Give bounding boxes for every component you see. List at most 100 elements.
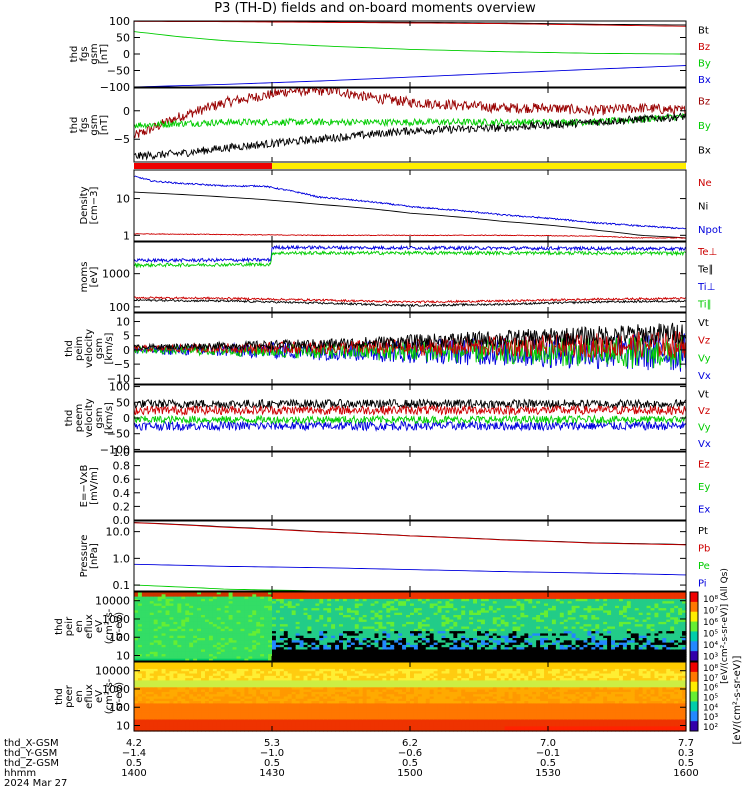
spectrogram-cell (346, 649, 352, 653)
spectrogram-cell (583, 651, 589, 655)
spectrogram-cell (346, 619, 352, 623)
spectrogram-cell (484, 638, 490, 641)
spectrogram-cell (295, 598, 301, 602)
spectrogram-cell (488, 647, 494, 651)
spectrogram-cell (366, 647, 372, 651)
spectrogram-cell (307, 592, 313, 595)
series-Vy-line (133, 414, 687, 425)
spectrogram-cell (417, 617, 423, 621)
spectrogram-cell (268, 631, 273, 634)
spectrogram-cell (189, 717, 194, 721)
spectrogram-cell (272, 601, 277, 605)
spectrogram-cell (307, 621, 313, 625)
spectrogram-cell (417, 647, 423, 651)
spectrogram-cell (283, 596, 289, 600)
spectrogram-cell (137, 728, 143, 732)
spectrogram-cell (185, 691, 190, 695)
spectrogram-cell (496, 605, 502, 609)
spectrogram-cell (453, 610, 458, 614)
spectrogram-cell (137, 658, 143, 662)
spectrogram-cell (177, 682, 182, 686)
spectrogram-cell (141, 621, 147, 625)
spectrogram-cell (149, 719, 155, 723)
spectrogram-cell (244, 631, 249, 634)
spectrogram-cell (157, 714, 163, 718)
spectrogram-cell (615, 619, 620, 623)
spectrogram-cell (492, 619, 498, 623)
spectrogram-cell (204, 647, 210, 651)
spectrogram-cell (283, 608, 289, 611)
spectrogram-cell (642, 619, 648, 623)
spectrogram-cell (189, 694, 194, 698)
spectrogram-cell (169, 689, 175, 693)
spectrogram-cell (240, 638, 245, 641)
spectrogram-cell (342, 647, 348, 651)
spectrogram-cell (650, 658, 656, 662)
spectrogram-cell (654, 594, 659, 598)
spectrogram-cell (279, 642, 285, 646)
spectrogram-cell (228, 601, 234, 605)
spectrogram-cell (528, 656, 533, 660)
spectrogram-cell (185, 728, 190, 732)
spectrogram-cell (327, 638, 332, 641)
spectrogram-cell (331, 649, 336, 653)
spectrogram-cell (260, 603, 265, 607)
spectrogram-cell (461, 601, 466, 605)
spectrogram-cell (323, 617, 328, 621)
spectrogram-cell (177, 642, 182, 646)
spectrogram-cell (658, 654, 663, 657)
y-axis-label: thd (64, 410, 75, 427)
spectrogram-cell (161, 696, 167, 700)
spectrogram-cell (358, 615, 364, 618)
spectrogram-cell (346, 601, 352, 605)
spectrogram-cell (362, 598, 368, 602)
spectrogram-cell (678, 656, 683, 660)
spectrogram-cell (611, 640, 616, 644)
spectrogram-cell (177, 598, 182, 602)
spectrogram-cell (161, 668, 167, 672)
spectrogram-cell (181, 658, 186, 662)
spectrogram-cell (425, 621, 431, 625)
spectrogram-cell (220, 654, 226, 657)
spectrogram-cell (157, 592, 163, 595)
spectrogram-cell (275, 617, 281, 621)
spectrogram-cell (413, 605, 419, 609)
spectrogram-cell (279, 649, 285, 653)
spectrogram-cell (595, 658, 600, 662)
spectrogram-cell (555, 601, 561, 605)
spectrogram-cell (563, 628, 569, 632)
spectrogram-cell (189, 701, 194, 704)
spectrogram-cell (615, 644, 620, 648)
spectrogram-cell (173, 685, 178, 688)
spectrogram-cell (622, 617, 628, 621)
spectrogram-cell (201, 654, 206, 657)
spectrogram-cell (504, 603, 510, 607)
spectrogram-cell (331, 598, 336, 602)
spectrogram-cell (193, 668, 198, 672)
spectrogram-cell (524, 617, 529, 621)
spectrogram-cell (141, 689, 147, 693)
spectrogram-cell (666, 601, 671, 605)
spectrogram-cell (630, 654, 636, 657)
spectrogram-cell (678, 592, 683, 595)
spectrogram-cell (287, 631, 293, 634)
y-tick-label: 50 (116, 32, 130, 45)
spectrogram-cell (291, 656, 297, 660)
spectrogram-cell (366, 601, 372, 605)
spectrogram-cell (208, 642, 214, 646)
spectrogram-cell (386, 644, 391, 648)
spectrogram-cell (193, 603, 198, 607)
spectrogram-cell (291, 605, 297, 609)
spectrogram-cell (327, 654, 332, 657)
spectrogram-cell (599, 658, 604, 662)
spectrogram-cell (165, 680, 171, 684)
spectrogram-cell (595, 638, 600, 641)
y-tick-label: 0 (123, 105, 130, 118)
spectrogram-cell (134, 640, 139, 644)
spectrogram-cell (480, 640, 486, 644)
spectrogram-cell (169, 640, 175, 644)
spectrogram-cell (465, 610, 470, 614)
spectrogram-cell (445, 601, 451, 605)
spectrogram-cell (512, 598, 518, 602)
